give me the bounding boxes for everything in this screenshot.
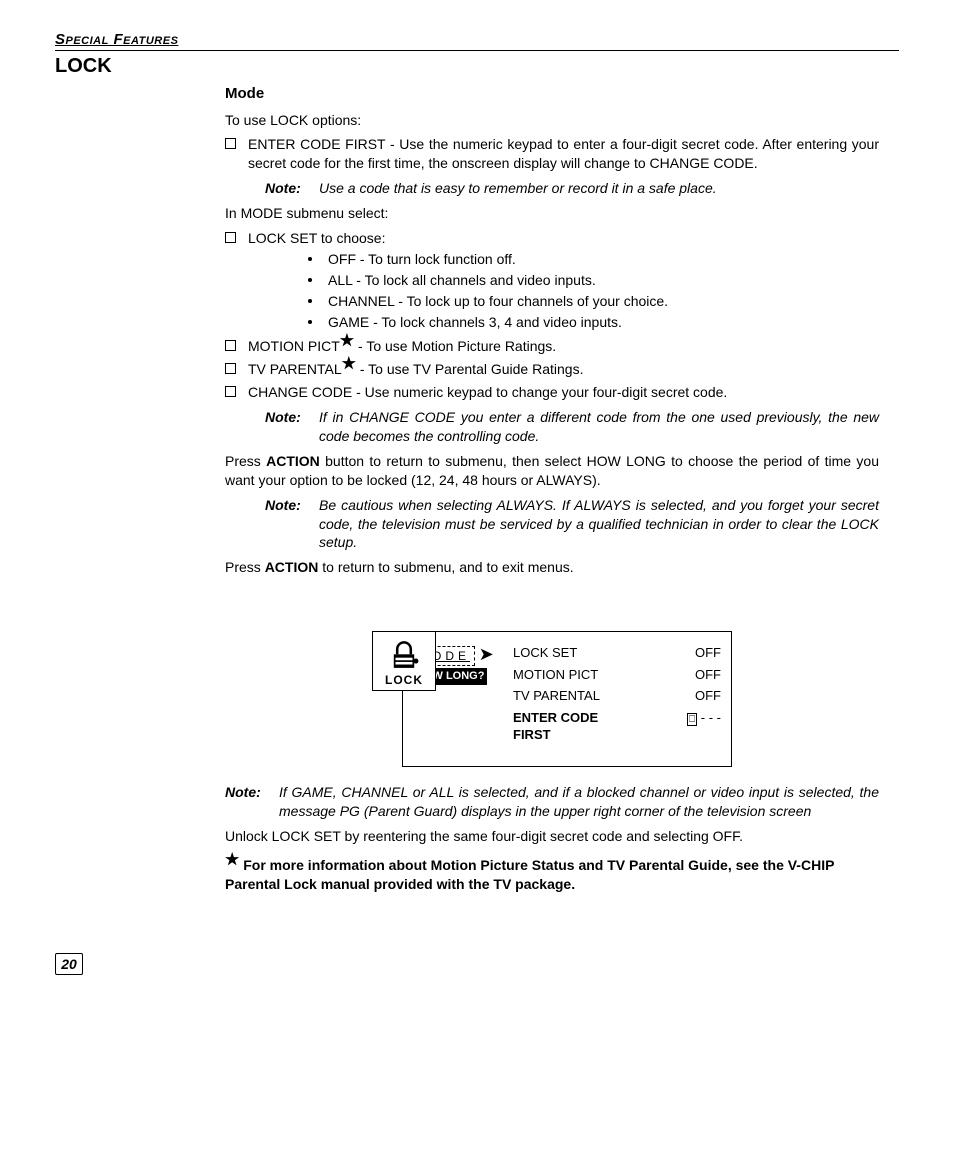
note: Note: Be cautious when selecting ALWAYS.… — [265, 496, 879, 553]
menu-diagram: LOCK MODE ➤ HOW LONG? LOCK SETOFF MOTION… — [372, 631, 732, 767]
checkbox-icon — [225, 340, 236, 351]
paragraph: Press ACTION to return to submenu, and t… — [225, 558, 879, 577]
page-title: LOCK — [55, 53, 899, 80]
paragraph: Unlock LOCK SET by reentering the same f… — [225, 827, 879, 846]
submenu-intro: In MODE submenu select: — [225, 204, 879, 223]
star-icon: ★ — [342, 356, 356, 373]
arrow-icon: ➤ — [479, 644, 494, 664]
list-item: TV PARENTAL★ - To use TV Parental Guide … — [225, 360, 879, 379]
checkbox-icon — [225, 363, 236, 374]
paragraph: Press ACTION button to return to submenu… — [225, 452, 879, 490]
list-item: ENTER CODE FIRST - Use the numeric keypa… — [225, 135, 879, 173]
checkbox-icon — [225, 232, 236, 243]
list-item: MOTION PICT★ - To use Motion Picture Rat… — [225, 337, 879, 356]
menu-row: TV PARENTALOFF — [513, 687, 721, 705]
checkbox-icon — [225, 138, 236, 149]
checkbox-icon — [225, 386, 236, 397]
menu-row: MOTION PICTOFF — [513, 666, 721, 684]
menu-row: ENTER CODE FIRST ⎕ - - - — [513, 709, 721, 744]
content-area: Mode To use LOCK options: ENTER CODE FIR… — [225, 84, 879, 893]
menu-panel: MODE ➤ HOW LONG? LOCK SETOFF MOTION PICT… — [402, 631, 732, 767]
lock-icon — [387, 640, 421, 672]
list-item: LOCK SET to choose: OFF - To turn lock f… — [225, 229, 879, 333]
note: Note: Use a code that is easy to remembe… — [265, 179, 879, 198]
intro-text: To use LOCK options: — [225, 111, 879, 130]
footnote: ★ For more information about Motion Pict… — [225, 856, 879, 894]
star-icon: ★ — [225, 851, 239, 868]
note: Note: If in CHANGE CODE you enter a diff… — [265, 408, 879, 446]
mode-heading: Mode — [225, 84, 879, 104]
menu-row: LOCK SETOFF — [513, 644, 721, 662]
section-header: Special Features — [55, 31, 178, 48]
list-item: CHANGE CODE - Use numeric keypad to chan… — [225, 383, 879, 402]
lock-icon-box: LOCK — [372, 631, 436, 691]
page-number: 20 — [55, 953, 83, 975]
star-icon: ★ — [340, 333, 354, 350]
note: Note: If GAME, CHANNEL or ALL is selecte… — [225, 783, 879, 821]
